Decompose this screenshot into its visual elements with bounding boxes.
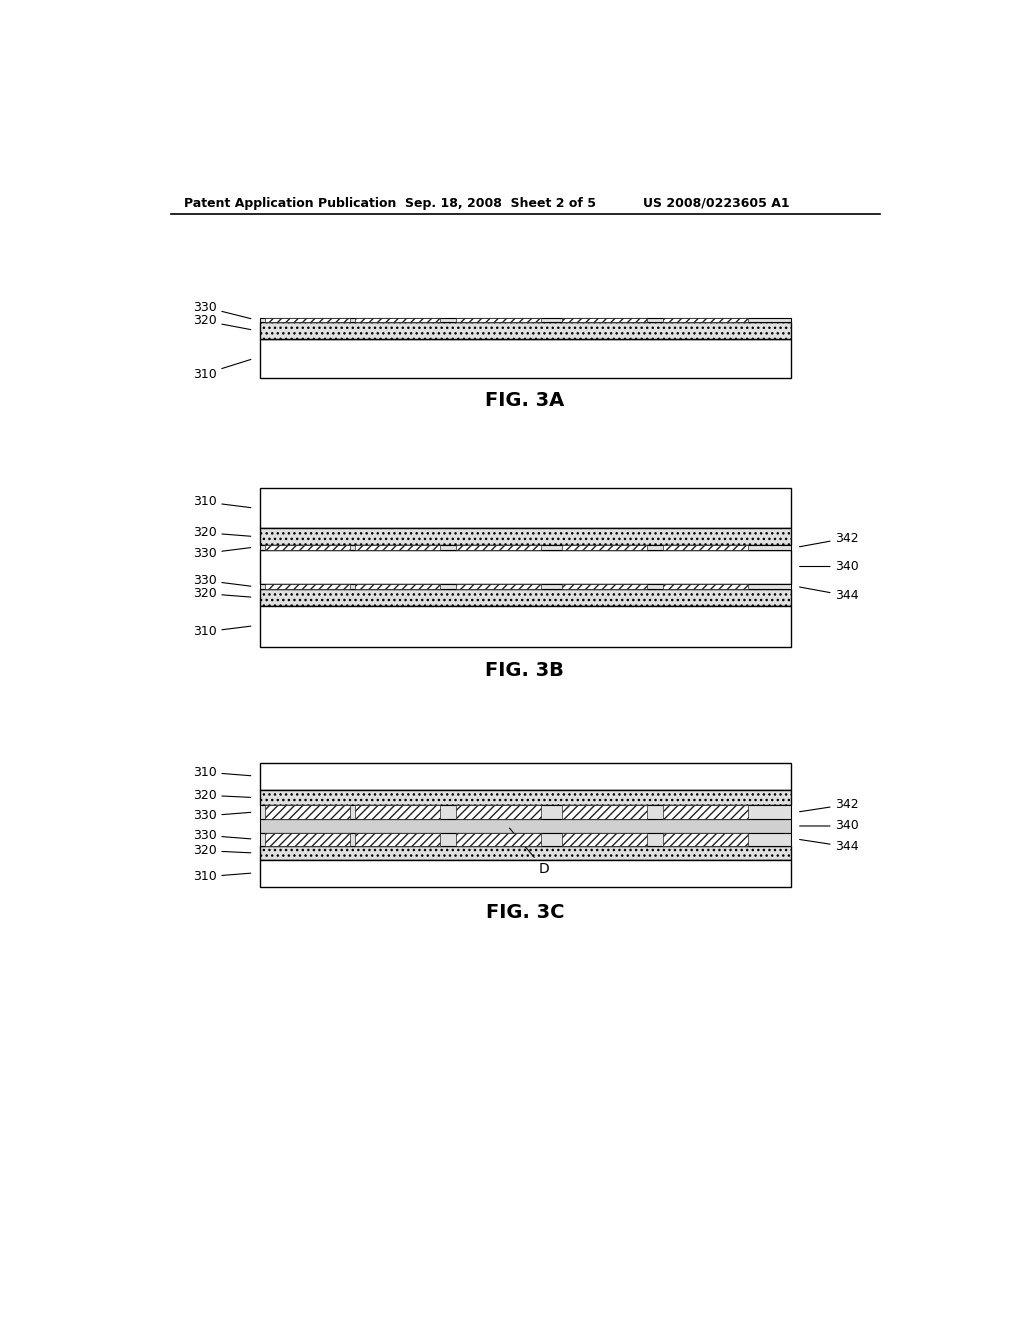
Text: 320: 320 — [193, 314, 251, 330]
Text: 320: 320 — [193, 843, 251, 857]
Bar — [260, 339, 791, 378]
Text: 320: 320 — [193, 587, 251, 601]
Text: 310: 310 — [193, 359, 251, 380]
Text: 342: 342 — [800, 797, 859, 812]
Bar — [355, 545, 440, 549]
Text: 330: 330 — [193, 546, 251, 560]
Text: US 2008/0223605 A1: US 2008/0223605 A1 — [643, 197, 790, 210]
Text: FIG. 3A: FIG. 3A — [485, 392, 564, 411]
Bar — [355, 585, 440, 589]
Bar — [260, 859, 791, 887]
Text: 310: 310 — [193, 870, 251, 883]
Bar — [265, 833, 350, 846]
Bar — [265, 585, 350, 589]
Text: 344: 344 — [800, 587, 859, 602]
Bar — [260, 322, 791, 339]
Bar — [664, 833, 749, 846]
Text: 310: 310 — [193, 766, 251, 779]
Bar — [260, 833, 791, 846]
Bar — [260, 818, 791, 833]
Text: 342: 342 — [800, 532, 859, 546]
Bar — [456, 805, 541, 818]
Bar — [260, 549, 791, 585]
Bar — [562, 805, 647, 818]
Text: FIG. 3C: FIG. 3C — [485, 903, 564, 923]
Bar — [260, 789, 791, 805]
Text: 340: 340 — [800, 560, 859, 573]
Bar — [664, 545, 749, 549]
Bar — [355, 833, 440, 846]
Bar — [260, 589, 791, 606]
Bar — [562, 585, 647, 589]
Bar — [562, 318, 647, 322]
Bar — [260, 528, 791, 545]
Text: 340: 340 — [800, 820, 859, 833]
Text: 310: 310 — [193, 495, 251, 508]
Bar — [265, 805, 350, 818]
Bar — [260, 545, 791, 549]
Text: 330: 330 — [193, 809, 251, 822]
Bar — [355, 805, 440, 818]
Text: 320: 320 — [193, 788, 251, 801]
Bar — [456, 318, 541, 322]
Bar — [260, 805, 791, 818]
Bar — [562, 545, 647, 549]
Bar — [664, 318, 749, 322]
Bar — [260, 585, 791, 589]
Bar — [355, 318, 440, 322]
Text: Patent Application Publication: Patent Application Publication — [183, 197, 396, 210]
Text: 344: 344 — [800, 840, 859, 853]
Bar — [260, 606, 791, 647]
Bar — [260, 488, 791, 528]
Text: D: D — [510, 828, 550, 876]
Bar — [664, 805, 749, 818]
Text: FIG. 3B: FIG. 3B — [485, 661, 564, 680]
Text: 330: 330 — [193, 301, 251, 318]
Bar — [456, 545, 541, 549]
Bar — [265, 545, 350, 549]
Bar — [260, 763, 791, 789]
Bar — [456, 833, 541, 846]
Text: 310: 310 — [193, 626, 251, 639]
Text: Sep. 18, 2008  Sheet 2 of 5: Sep. 18, 2008 Sheet 2 of 5 — [406, 197, 596, 210]
Bar — [265, 318, 350, 322]
Text: 330: 330 — [193, 829, 251, 842]
Text: 330: 330 — [193, 574, 251, 587]
Bar — [260, 318, 791, 322]
Bar — [260, 846, 791, 859]
Bar — [562, 833, 647, 846]
Bar — [456, 585, 541, 589]
Bar — [664, 585, 749, 589]
Text: 320: 320 — [193, 527, 251, 539]
